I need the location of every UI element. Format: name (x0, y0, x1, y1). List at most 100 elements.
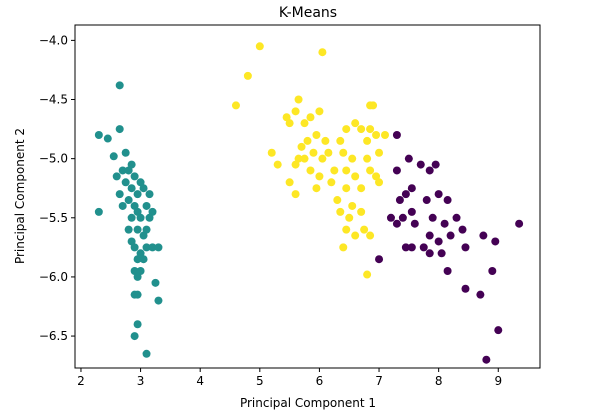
cluster-2-point-41 (375, 178, 384, 187)
cluster-2-point-35 (273, 160, 282, 169)
cluster-2-point-57 (366, 231, 375, 240)
cluster-1-point-41 (133, 290, 142, 299)
cluster-0-point-12 (422, 196, 431, 205)
cluster-0-point-33 (476, 290, 485, 299)
cluster-2-point-36 (330, 166, 339, 175)
cluster-0-point-26 (461, 243, 470, 252)
cluster-2-point-42 (291, 160, 300, 169)
cluster-0-point-30 (443, 267, 452, 276)
cluster-1-point-43 (133, 320, 142, 329)
cluster-1-point-44 (130, 332, 139, 341)
points-layer (94, 42, 524, 364)
cluster-0-point-6 (407, 184, 416, 193)
cluster-2-point-17 (372, 131, 381, 139)
cluster-0-point-28 (491, 237, 500, 246)
cluster-2-point-0 (255, 42, 264, 51)
cluster-1-point-7 (118, 166, 127, 175)
x-tick-label: 4 (196, 374, 204, 388)
cluster-0-point-37 (386, 213, 395, 222)
cluster-1-point-13 (127, 184, 136, 193)
cluster-2-point-3 (231, 101, 240, 110)
cluster-0-point-5 (431, 160, 440, 169)
cluster-2-point-33 (375, 148, 384, 157)
cluster-2-point-29 (318, 154, 327, 163)
cluster-2-point-53 (357, 207, 366, 216)
cluster-2-point-15 (342, 125, 351, 134)
cluster-2-point-27 (300, 154, 309, 163)
cluster-1-point-46 (133, 207, 142, 216)
cluster-2-point-28 (294, 154, 303, 163)
cluster-2-point-20 (303, 136, 312, 145)
cluster-1-point-23 (127, 213, 136, 222)
cluster-1-point-5 (121, 148, 130, 157)
cluster-0-point-32 (461, 284, 470, 293)
cluster-2-point-2 (243, 71, 252, 80)
cluster-1-point-27 (133, 225, 142, 234)
cluster-1-point-8 (124, 166, 133, 175)
cluster-1-point-1 (94, 131, 103, 139)
cluster-0-point-1 (404, 154, 413, 163)
cluster-0-point-17 (452, 213, 461, 222)
cluster-2-point-58 (339, 243, 348, 252)
cluster-1-point-4 (109, 152, 118, 161)
cluster-2-point-7 (282, 113, 291, 122)
cluster-0-point-35 (482, 355, 491, 364)
cluster-1-point-30 (130, 243, 139, 252)
y-tick-label: −4.5 (39, 93, 68, 107)
cluster-0-point-21 (458, 225, 467, 234)
cluster-1-point-2 (103, 134, 112, 143)
cluster-1-point-34 (133, 255, 142, 264)
cluster-1-point-49 (136, 249, 145, 258)
cluster-2-point-50 (333, 196, 342, 205)
cluster-2-point-49 (357, 184, 366, 193)
cluster-2-point-47 (327, 178, 336, 187)
cluster-1-point-37 (136, 267, 145, 276)
cluster-0-point-8 (395, 196, 404, 205)
cluster-1-point-48 (124, 196, 133, 205)
cluster-0-point-23 (401, 243, 410, 252)
x-tick-label: 7 (375, 374, 383, 388)
cluster-2-point-39 (366, 166, 375, 175)
cluster-2-point-43 (306, 166, 315, 175)
cluster-1-point-26 (124, 225, 133, 234)
cluster-2-point-14 (357, 125, 366, 134)
cluster-2-point-48 (342, 184, 351, 193)
cluster-0-point-18 (425, 231, 434, 240)
cluster-0-point-9 (407, 207, 416, 216)
cluster-2-point-59 (363, 270, 372, 279)
cluster-2-point-40 (372, 172, 381, 181)
plot-frame (74, 24, 541, 369)
cluster-0-point-3 (416, 160, 425, 169)
cluster-2-point-22 (336, 136, 345, 145)
cluster-0-point-27 (479, 231, 488, 240)
cluster-2-point-10 (306, 113, 315, 122)
x-axis: 2 3 4 5 6 7 8 9 (77, 368, 502, 388)
cluster-0-point-16 (440, 219, 449, 228)
cluster-1-point-10 (112, 172, 121, 181)
cluster-0-point-15 (428, 213, 437, 222)
cluster-0-point-19 (434, 237, 443, 246)
cluster-2-point-5 (315, 107, 324, 116)
cluster-0-point-7 (401, 190, 410, 199)
cluster-2-point-38 (351, 172, 360, 181)
cluster-1-point-15 (133, 190, 142, 199)
cluster-0-point-2 (392, 166, 401, 175)
y-tick-label: −4.0 (39, 33, 68, 47)
cluster-2-point-21 (321, 136, 330, 145)
cluster-2-point-24 (363, 136, 372, 145)
cluster-0-point-20 (446, 231, 455, 240)
x-tick-label: 9 (494, 374, 502, 388)
cluster-2-point-13 (351, 119, 360, 128)
cluster-1-point-24 (136, 213, 145, 222)
x-axis-label: Principal Component 1 (240, 396, 376, 410)
cluster-2-point-55 (351, 231, 360, 240)
cluster-2-point-4 (294, 95, 303, 104)
chart-title: K-Means (279, 5, 337, 21)
cluster-1-point-0 (115, 81, 124, 90)
cluster-0-point-38 (375, 255, 384, 264)
cluster-1-point-22 (94, 207, 103, 216)
cluster-2-point-1 (318, 48, 327, 57)
x-tick-label: 8 (435, 374, 443, 388)
cluster-1-point-6 (127, 160, 136, 169)
y-tick-label: −5.0 (39, 152, 68, 166)
